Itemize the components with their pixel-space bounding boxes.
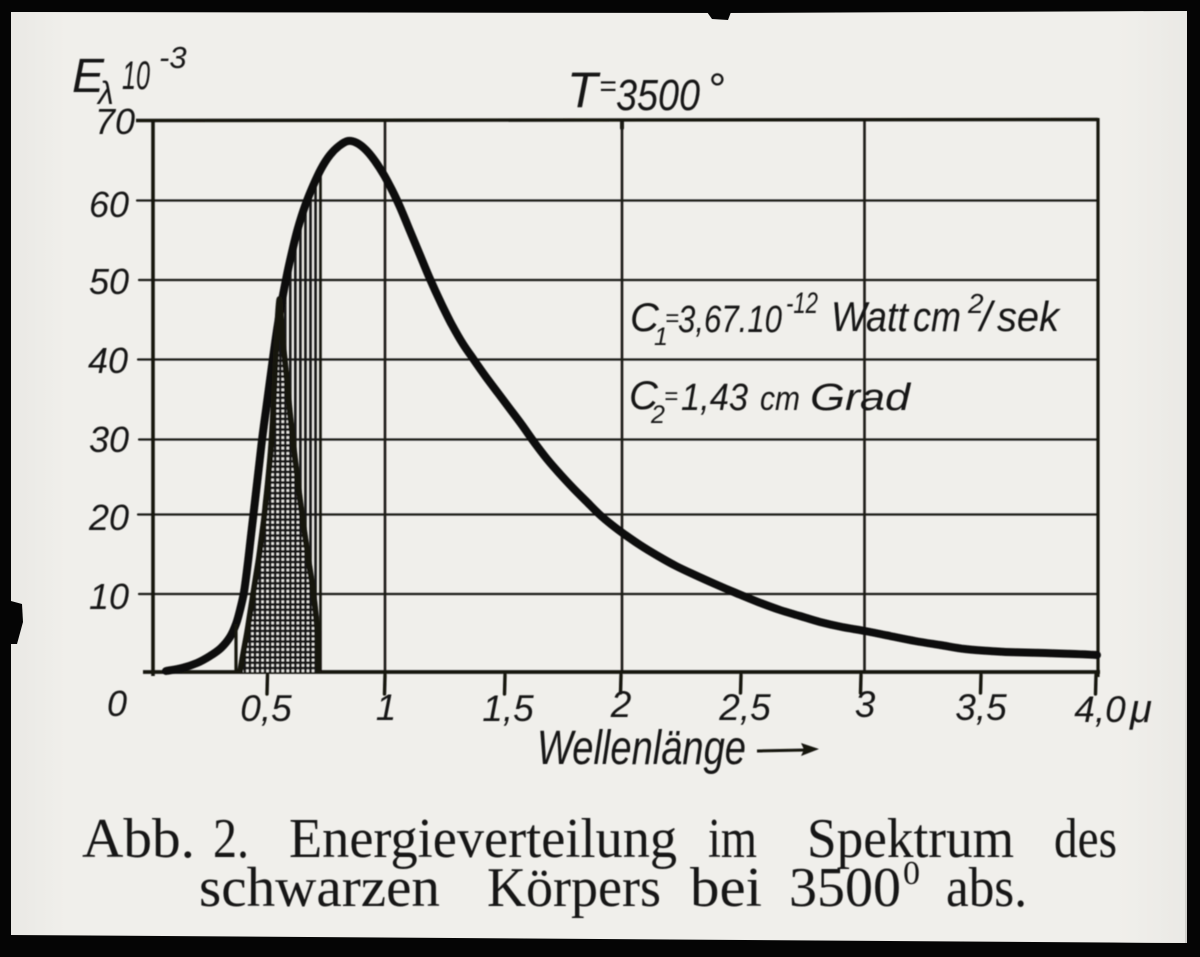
- svg-text:/: /: [977, 293, 996, 340]
- svg-text:2: 2: [610, 684, 632, 725]
- svg-text:°: °: [707, 65, 725, 114]
- svg-text:Abb.: Abb.: [82, 808, 195, 870]
- svg-text:Watt: Watt: [831, 293, 910, 340]
- svg-text:cm: cm: [913, 293, 961, 340]
- svg-text:10: 10: [122, 54, 150, 98]
- svg-text:Grad: Grad: [810, 377, 912, 419]
- svg-text:abs.: abs.: [946, 857, 1027, 919]
- svg-text:3,67.10: 3,67.10: [678, 299, 782, 341]
- svg-text:=: =: [664, 383, 678, 410]
- svg-text:2: 2: [967, 288, 984, 319]
- svg-text:C: C: [629, 374, 659, 418]
- svg-text:4,0: 4,0: [1074, 689, 1126, 730]
- svg-text:3500: 3500: [616, 71, 700, 120]
- svg-text:50: 50: [89, 261, 129, 302]
- svg-text:1: 1: [376, 687, 397, 728]
- svg-text:Energieverteilung: Energieverteilung: [289, 808, 677, 870]
- svg-text:2.: 2.: [213, 808, 249, 870]
- svg-text:0: 0: [903, 855, 920, 892]
- svg-text:-3: -3: [159, 40, 187, 75]
- svg-text:1,43: 1,43: [681, 377, 748, 419]
- svg-text:40: 40: [88, 340, 128, 381]
- svg-text:schwarzen: schwarzen: [199, 857, 440, 919]
- svg-text:0,5: 0,5: [240, 688, 292, 729]
- svg-text:E: E: [72, 50, 105, 103]
- svg-text:70: 70: [95, 101, 135, 142]
- svg-text:Spektrum: Spektrum: [807, 808, 1014, 870]
- svg-text:cm: cm: [760, 380, 800, 418]
- svg-text:2,5: 2,5: [718, 687, 771, 728]
- svg-text:T: T: [567, 62, 601, 118]
- svg-text:=: =: [599, 70, 617, 103]
- svg-text:Wellenlänge: Wellenlänge: [537, 722, 746, 775]
- svg-text:2: 2: [650, 401, 665, 429]
- svg-text:1: 1: [654, 323, 668, 351]
- svg-text:Körpers: Körpers: [487, 857, 661, 919]
- svg-text:3,5: 3,5: [955, 687, 1007, 728]
- svg-text:10: 10: [89, 576, 129, 617]
- svg-text:sek: sek: [997, 293, 1061, 340]
- svg-text:=: =: [665, 305, 679, 332]
- svg-text:-12: -12: [786, 287, 818, 320]
- svg-text:3: 3: [855, 684, 876, 725]
- svg-text:0: 0: [107, 683, 127, 724]
- svg-text:60: 60: [89, 184, 129, 225]
- svg-text:C: C: [630, 296, 660, 340]
- svg-text:3500: 3500: [789, 857, 901, 919]
- svg-text:μ: μ: [1129, 687, 1152, 731]
- svg-text:des: des: [1054, 808, 1117, 870]
- svg-text:30: 30: [89, 419, 129, 460]
- svg-text:bei: bei: [690, 857, 762, 919]
- svg-text:im: im: [708, 808, 757, 870]
- svg-text:1,5: 1,5: [482, 688, 534, 729]
- svg-text:20: 20: [88, 497, 129, 538]
- svg-text:λ: λ: [96, 75, 114, 111]
